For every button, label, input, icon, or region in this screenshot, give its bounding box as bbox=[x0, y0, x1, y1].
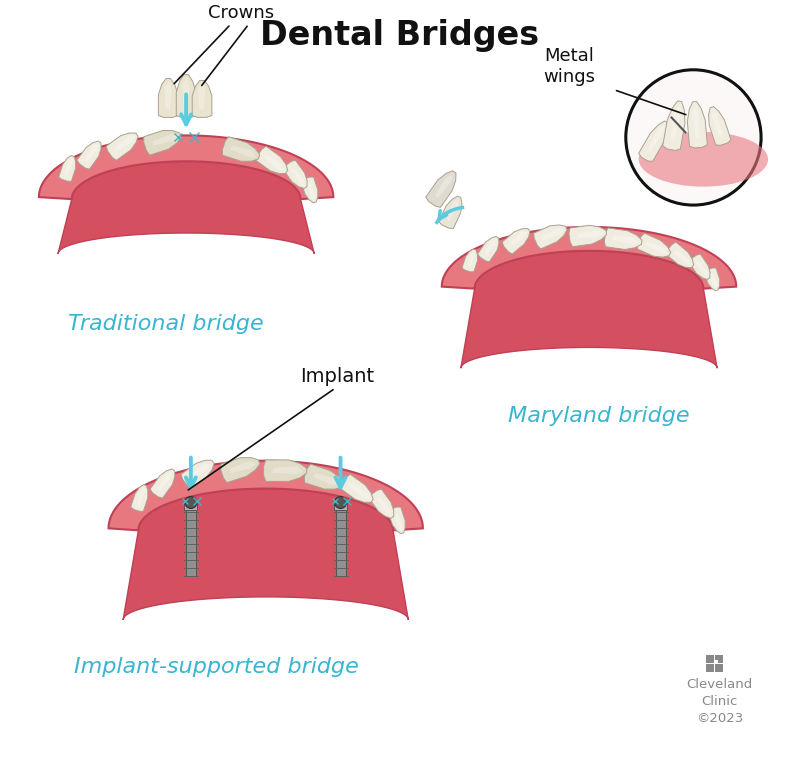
Polygon shape bbox=[709, 107, 731, 145]
Polygon shape bbox=[689, 254, 710, 279]
Bar bbox=[706, 663, 714, 672]
Polygon shape bbox=[158, 78, 178, 118]
Polygon shape bbox=[394, 514, 403, 532]
Text: Maryland bridge: Maryland bridge bbox=[508, 406, 690, 426]
Polygon shape bbox=[290, 168, 304, 186]
Polygon shape bbox=[710, 274, 718, 289]
Polygon shape bbox=[304, 464, 343, 489]
Polygon shape bbox=[158, 473, 173, 491]
Bar bbox=[186, 505, 196, 576]
Polygon shape bbox=[230, 461, 257, 474]
Text: Implant: Implant bbox=[300, 367, 374, 386]
Polygon shape bbox=[446, 200, 459, 221]
Polygon shape bbox=[264, 460, 306, 481]
Bar bbox=[715, 659, 718, 662]
Polygon shape bbox=[181, 460, 214, 488]
Polygon shape bbox=[312, 474, 339, 485]
Polygon shape bbox=[438, 196, 462, 229]
Polygon shape bbox=[307, 183, 315, 201]
Circle shape bbox=[185, 496, 197, 509]
Polygon shape bbox=[638, 121, 668, 162]
Polygon shape bbox=[340, 474, 373, 503]
Polygon shape bbox=[604, 228, 642, 249]
Polygon shape bbox=[256, 147, 288, 173]
Polygon shape bbox=[222, 136, 260, 162]
Bar bbox=[335, 505, 346, 576]
Polygon shape bbox=[502, 228, 530, 254]
Text: Traditional bridge: Traditional bridge bbox=[68, 314, 264, 335]
Bar bbox=[334, 503, 347, 510]
Polygon shape bbox=[569, 225, 606, 247]
Polygon shape bbox=[190, 463, 211, 480]
Polygon shape bbox=[461, 251, 717, 368]
Polygon shape bbox=[485, 239, 497, 256]
Polygon shape bbox=[612, 236, 638, 244]
Polygon shape bbox=[478, 237, 499, 262]
Polygon shape bbox=[137, 487, 145, 506]
Polygon shape bbox=[85, 144, 99, 162]
Polygon shape bbox=[144, 131, 181, 155]
Polygon shape bbox=[109, 461, 423, 530]
Polygon shape bbox=[58, 155, 76, 181]
Polygon shape bbox=[662, 101, 685, 151]
Bar bbox=[706, 655, 714, 662]
Polygon shape bbox=[182, 78, 190, 109]
Circle shape bbox=[334, 496, 346, 509]
Polygon shape bbox=[58, 162, 314, 254]
Polygon shape bbox=[462, 249, 478, 272]
Polygon shape bbox=[435, 175, 454, 198]
Polygon shape bbox=[666, 242, 694, 267]
Bar bbox=[185, 503, 198, 510]
Polygon shape bbox=[264, 155, 284, 171]
Polygon shape bbox=[130, 485, 148, 511]
Polygon shape bbox=[176, 74, 196, 118]
Polygon shape bbox=[442, 227, 736, 289]
Text: Dental Bridges: Dental Bridges bbox=[261, 20, 539, 53]
Bar bbox=[715, 655, 723, 662]
Text: Cleveland
Clinic
©2023: Cleveland Clinic ©2023 bbox=[686, 677, 753, 724]
Text: Metal
wings: Metal wings bbox=[543, 47, 595, 85]
Polygon shape bbox=[39, 136, 334, 199]
Text: Crowns: Crowns bbox=[208, 4, 274, 22]
Polygon shape bbox=[221, 458, 260, 483]
Polygon shape bbox=[192, 81, 212, 118]
Polygon shape bbox=[687, 101, 707, 148]
Polygon shape bbox=[692, 105, 699, 139]
Polygon shape bbox=[468, 252, 474, 267]
Polygon shape bbox=[349, 484, 370, 500]
Polygon shape bbox=[272, 466, 303, 474]
Bar bbox=[715, 663, 723, 672]
Polygon shape bbox=[230, 146, 256, 157]
Polygon shape bbox=[674, 250, 690, 266]
Polygon shape bbox=[198, 83, 206, 111]
Polygon shape bbox=[123, 488, 408, 620]
Text: Implant-supported bridge: Implant-supported bridge bbox=[74, 657, 358, 677]
Polygon shape bbox=[696, 261, 707, 278]
Polygon shape bbox=[648, 125, 666, 153]
Polygon shape bbox=[106, 133, 138, 161]
Ellipse shape bbox=[638, 132, 768, 187]
Polygon shape bbox=[542, 228, 564, 241]
Polygon shape bbox=[638, 233, 670, 257]
Polygon shape bbox=[369, 489, 394, 518]
Polygon shape bbox=[283, 160, 307, 188]
Polygon shape bbox=[150, 469, 175, 498]
Polygon shape bbox=[671, 105, 680, 140]
Polygon shape bbox=[426, 171, 456, 208]
Polygon shape bbox=[77, 141, 101, 169]
Polygon shape bbox=[711, 110, 723, 136]
Polygon shape bbox=[510, 232, 528, 246]
Polygon shape bbox=[645, 241, 667, 254]
Polygon shape bbox=[301, 177, 318, 203]
Polygon shape bbox=[534, 225, 567, 249]
Polygon shape bbox=[65, 158, 73, 176]
Polygon shape bbox=[153, 134, 178, 146]
Circle shape bbox=[626, 70, 761, 205]
Polygon shape bbox=[388, 507, 405, 534]
Polygon shape bbox=[164, 82, 171, 110]
Polygon shape bbox=[577, 230, 603, 238]
Polygon shape bbox=[377, 497, 391, 516]
Polygon shape bbox=[704, 268, 720, 291]
Polygon shape bbox=[115, 136, 135, 151]
